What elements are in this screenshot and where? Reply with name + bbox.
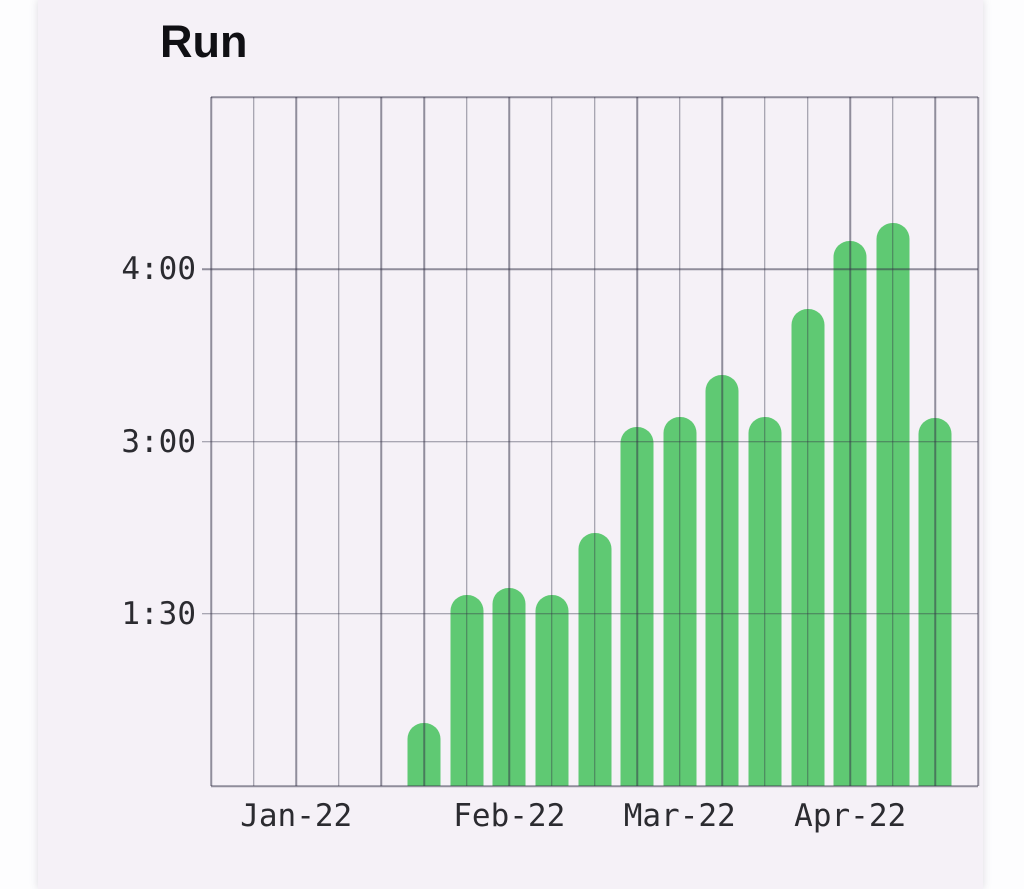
- bars-layer: [211, 97, 978, 786]
- bar-week-6[interactable]: [620, 427, 654, 786]
- plot-area: [202, 96, 979, 787]
- x-tick-label: Mar-22: [623, 798, 736, 834]
- bar-week-8[interactable]: [705, 374, 739, 786]
- y-axis: 1:30 3:00 4:00: [38, 97, 196, 786]
- y-tick-label: 4:00: [121, 251, 196, 288]
- x-tick-label: Apr-22: [794, 798, 907, 834]
- bar-week-5[interactable]: [578, 533, 611, 786]
- bar-week-3[interactable]: [492, 588, 526, 786]
- x-axis: Jan-22 Feb-22 Mar-22 Apr-22: [211, 786, 978, 856]
- chart-title: Run: [160, 16, 248, 67]
- bar-week-2[interactable]: [450, 595, 484, 786]
- bar-week-1[interactable]: [407, 723, 441, 786]
- y-tick-label: 3:00: [121, 423, 196, 460]
- x-tick-label: Jan-22: [240, 798, 353, 834]
- bar-week-13[interactable]: [918, 418, 952, 786]
- bar-week-4[interactable]: [535, 595, 569, 786]
- bar-week-10[interactable]: [791, 309, 825, 786]
- bar-week-11[interactable]: [833, 241, 867, 786]
- bar-week-12[interactable]: [876, 223, 910, 786]
- y-tick-label: 1:30: [121, 595, 196, 632]
- bar-week-7[interactable]: [663, 416, 697, 786]
- chart-card: Run 1:30 3:00 4:00 Jan-22 Feb-22 Mar-22 Apr-2…: [38, 0, 983, 889]
- x-tick-label: Feb-22: [453, 798, 566, 834]
- bar-week-9[interactable]: [748, 416, 782, 786]
